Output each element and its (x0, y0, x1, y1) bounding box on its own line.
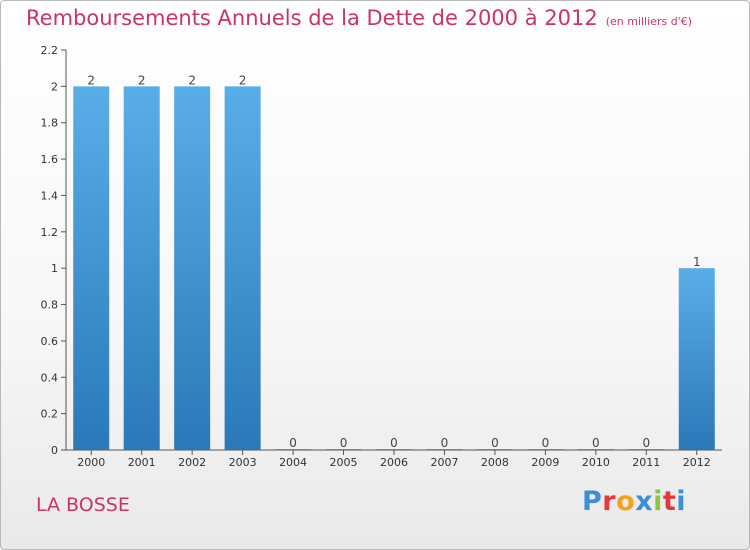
chart-labels: 2 2000 2 2001 2 2002 2 2003 0 2004 0 2005 0 2006 0 2007… (77, 73, 711, 469)
x-tick-label: 2004 (279, 456, 307, 469)
commune-name: LA BOSSE (36, 494, 130, 516)
y-tick-label: 0.4 (41, 371, 59, 384)
x-tick-label: 2000 (77, 456, 105, 469)
bar-2006 (376, 449, 412, 450)
logo-letter: i (653, 486, 663, 517)
y-tick-label: 1.4 (41, 189, 59, 202)
data-label: 0 (340, 436, 348, 450)
y-tick-label: 1 (51, 262, 58, 275)
bar-2004 (275, 449, 312, 450)
bar-2007 (426, 449, 463, 450)
bar-2002 (174, 86, 211, 450)
y-tick-label: 0.6 (41, 335, 59, 348)
data-label: 0 (289, 436, 297, 450)
bar-2001 (123, 86, 160, 450)
data-label: 2 (138, 73, 146, 87)
x-tick-label: 2010 (582, 456, 610, 469)
x-tick-label: 2003 (229, 456, 257, 469)
chart-title-text: Remboursements Annuels de la Dette de 20… (26, 6, 598, 30)
y-tick-label: 1.6 (41, 153, 59, 166)
y-tick-label: 2 (51, 80, 58, 93)
data-label: 0 (642, 436, 650, 450)
x-tick-label: 2005 (330, 456, 358, 469)
chart-bars (73, 86, 715, 450)
proxiti-logo[interactable]: Proxiti (582, 486, 686, 517)
logo-letter: t (662, 486, 677, 517)
logo-letter: x (635, 486, 654, 517)
data-label: 0 (390, 436, 398, 450)
bar-2012 (678, 268, 715, 450)
logo-letter: i (676, 486, 687, 517)
bar-2010 (577, 449, 614, 450)
bar-2005 (325, 449, 362, 450)
y-tick-label: 1.2 (41, 226, 59, 239)
bar-2009 (527, 449, 564, 450)
data-label: 2 (239, 73, 247, 87)
y-tick-label: 0.2 (41, 408, 59, 421)
y-tick-label: 0 (51, 444, 58, 457)
data-label: 0 (592, 436, 600, 450)
x-tick-label: 2001 (128, 456, 156, 469)
x-tick-label: 2002 (178, 456, 206, 469)
chart-subtitle: (en milliers d'€) (605, 15, 692, 28)
chart-title: Remboursements Annuels de la Dette de 20… (26, 6, 692, 30)
bar-2008 (476, 449, 513, 450)
data-label: 0 (491, 436, 499, 450)
bar-2003 (224, 86, 261, 450)
y-tick-label: 1.8 (41, 117, 59, 130)
x-tick-label: 2012 (683, 456, 711, 469)
x-tick-label: 2009 (531, 456, 559, 469)
data-label: 2 (188, 73, 196, 87)
x-tick-label: 2006 (380, 456, 408, 469)
data-label: 0 (441, 436, 449, 450)
logo-letter: P (582, 486, 603, 517)
data-label: 0 (542, 436, 550, 450)
logo-letter: o (616, 486, 636, 517)
bar-2000 (73, 86, 110, 450)
data-label: 1 (693, 255, 701, 269)
x-tick-label: 2011 (632, 456, 660, 469)
data-label: 2 (87, 73, 95, 87)
y-tick-label: 0.8 (41, 299, 59, 312)
x-tick-label: 2007 (430, 456, 458, 469)
y-tick-label: 2.2 (41, 44, 59, 57)
bar-2011 (628, 449, 665, 450)
logo-letter: r (602, 486, 617, 517)
x-tick-label: 2008 (481, 456, 509, 469)
